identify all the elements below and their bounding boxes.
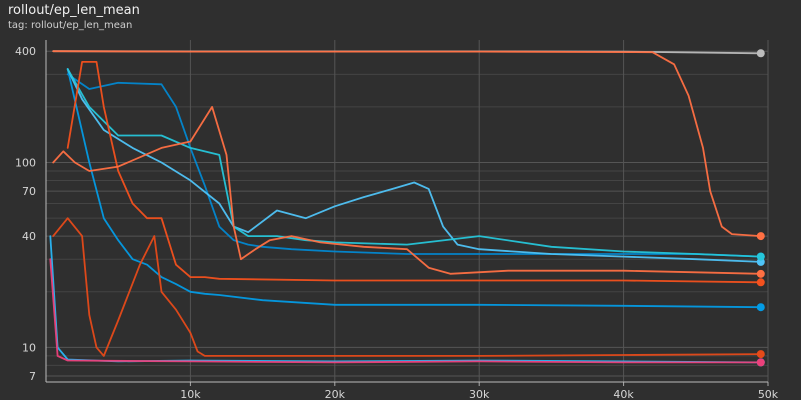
series-endpoint-11 — [756, 358, 765, 367]
x-tick-label: 30k — [469, 388, 490, 400]
y-tick-label: 100 — [15, 157, 36, 170]
series-endpoint-9 — [756, 269, 765, 278]
y-tick-label: 10 — [22, 341, 36, 354]
series-endpoints — [756, 49, 765, 367]
x-tick-label: 50k — [758, 388, 779, 400]
series-line-8 — [66, 61, 762, 284]
chart-title: rollout/ep_len_mean — [8, 3, 140, 18]
series-line-2 — [52, 50, 762, 238]
series-line-7 — [66, 68, 762, 258]
series-line-9 — [52, 106, 762, 275]
y-tick-label: 7 — [29, 370, 36, 383]
axes: 7 10 40 70 100 400 10k 20k 30k 40k 50k — [15, 40, 779, 400]
series-line-6 — [66, 68, 762, 263]
gridlines — [46, 40, 769, 382]
series-line-4 — [66, 68, 762, 309]
series-endpoint-8 — [756, 278, 765, 287]
y-tick-label: 70 — [22, 185, 36, 198]
x-tick-label: 20k — [325, 388, 346, 400]
series-endpoint-4 — [756, 303, 765, 312]
series-endpoint-7 — [756, 252, 765, 261]
series-endpoint-10 — [756, 350, 765, 359]
series-lines — [49, 50, 762, 364]
chart-subtitle: tag: rollout/ep_len_mean — [8, 20, 133, 31]
y-tick-label: 400 — [15, 45, 36, 58]
y-tick-label: 40 — [22, 230, 36, 243]
series-line-11 — [49, 258, 762, 364]
x-tick-label: 10k — [180, 388, 201, 400]
series-line-10 — [52, 217, 762, 357]
series-endpoint-1 — [756, 49, 765, 58]
x-tick-label: 40k — [613, 388, 634, 400]
series-endpoint-2 — [756, 232, 765, 241]
series-line-5 — [66, 73, 762, 258]
